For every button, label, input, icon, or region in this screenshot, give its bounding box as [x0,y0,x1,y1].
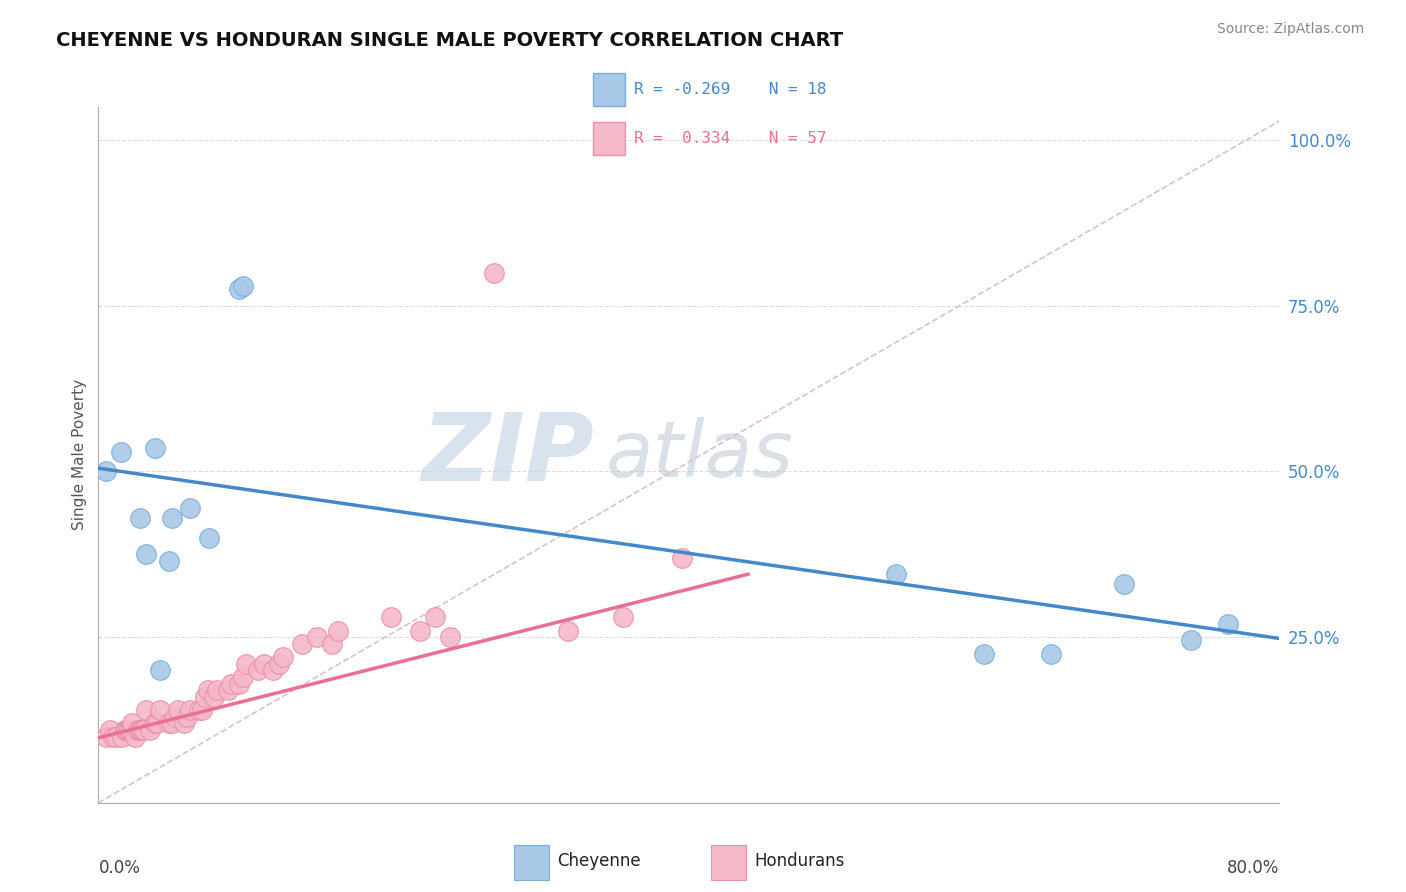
Point [94,465,117,479]
Point [105,730,128,744]
Point [103,730,125,744]
Point [127,723,149,737]
Point [173,716,195,731]
Bar [515,845,550,880]
Point [121,716,143,731]
Point [139,723,162,737]
Point [380,610,402,624]
Point [262,663,284,677]
Point [98,723,121,737]
Point [157,716,180,731]
Point [217,683,239,698]
Text: Source: ZipAtlas.com: Source: ZipAtlas.com [1216,22,1364,37]
Point [232,670,254,684]
Point [114,723,136,737]
Point [110,444,132,458]
Point [409,624,432,638]
Point [143,716,166,731]
Point [1216,616,1239,631]
Point [135,703,157,717]
Text: Hondurans: Hondurans [754,852,845,870]
Point [973,647,995,661]
Text: R = -0.269    N = 18: R = -0.269 N = 18 [634,81,827,96]
Point [167,703,190,717]
Point [557,624,579,638]
Bar [593,122,624,155]
Point [194,690,217,704]
Text: 0.0%: 0.0% [98,859,141,877]
Point [1039,647,1062,661]
Point [423,610,446,624]
Point [482,266,505,280]
Text: CHEYENNE VS HONDURAN SINGLE MALE POVERTY CORRELATION CHART: CHEYENNE VS HONDURAN SINGLE MALE POVERTY… [56,31,844,50]
Point [235,657,257,671]
Point [612,610,634,624]
Point [118,723,141,737]
Point [228,676,250,690]
Point [176,709,198,723]
Point [162,511,183,525]
Bar [593,73,624,105]
Point [305,630,328,644]
Point [179,703,201,717]
Point [143,442,166,456]
Point [205,683,228,698]
Text: 80.0%: 80.0% [1227,859,1279,877]
Point [149,663,172,677]
Y-axis label: Single Male Poverty: Single Male Poverty [72,379,87,531]
Text: R =  0.334    N = 57: R = 0.334 N = 57 [634,131,827,146]
Point [149,703,172,717]
Point [111,730,134,744]
Point [94,730,117,744]
Point [132,723,155,737]
Point [157,554,180,568]
Point [228,282,250,296]
Point [124,730,146,744]
Point [128,723,150,737]
Point [1180,633,1202,648]
Point [135,547,157,561]
Point [326,624,349,638]
Point [198,531,221,545]
Point [128,511,150,525]
Point [671,550,693,565]
Point [146,716,169,731]
Text: Cheyenne: Cheyenne [557,852,641,870]
Point [165,709,187,723]
Point [271,650,294,665]
Text: atlas: atlas [606,417,794,493]
Point [267,657,290,671]
Point [117,723,139,737]
Point [134,723,156,737]
Point [884,567,907,582]
Point [246,663,269,677]
Point [191,703,214,717]
Point [253,657,276,671]
Point [197,683,219,698]
Point [232,279,254,293]
Point [187,703,209,717]
Point [115,723,138,737]
Bar [711,845,747,880]
Point [1114,577,1136,591]
Point [120,723,142,737]
Point [439,630,461,644]
Point [219,676,242,690]
Point [162,716,183,731]
Text: ZIP: ZIP [422,409,595,501]
Point [321,637,343,651]
Point [179,500,201,515]
Point [291,637,314,651]
Point [202,690,225,704]
Point [129,723,152,737]
